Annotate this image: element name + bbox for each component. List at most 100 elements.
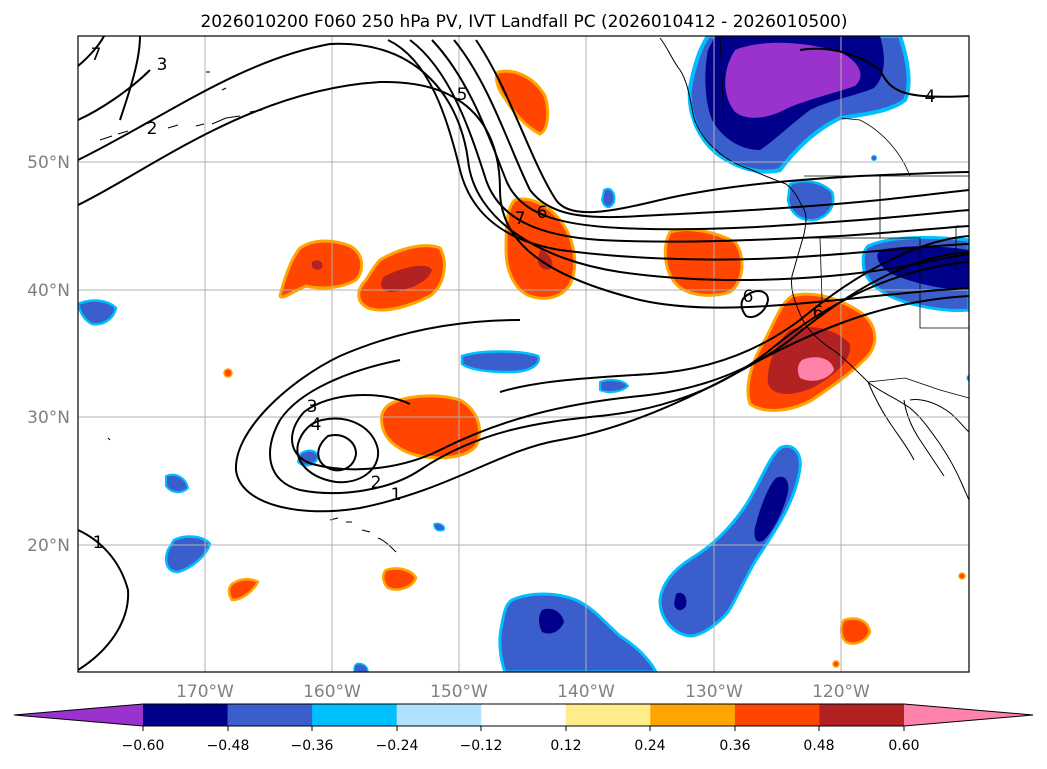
neg-region-small-a [599,378,630,394]
colorbar-segment [565,704,651,726]
lon-label-130: 130°W [685,682,743,702]
colorbar-segment [650,704,736,726]
contour-5 [431,39,969,231]
coast-baja [867,381,945,477]
lat-label-20: 20°N [27,536,70,556]
contour-high-east [799,47,969,98]
neg-region-south-long-core [754,476,789,542]
contour-label: 3 [157,55,168,75]
gridlines [78,36,969,672]
neg-region-tiny-a [353,662,369,672]
colorbar-segments [14,704,1033,726]
contour-label: 7 [515,209,526,229]
contour-small-6 [740,290,770,318]
contour-label: 2 [147,119,158,139]
colorbar-tick-label: 0.60 [888,738,919,754]
negative-anomaly-regions [78,36,969,672]
contour-6 [453,39,969,219]
longitude-labels: 170°W 160°W 150°W 140°W 130°W 120°W [176,682,870,702]
contour-label: 4 [311,415,322,435]
colorbar-tick-label: 0.24 [634,738,665,754]
colorbar-segment [481,704,567,726]
neg-region-coast [786,180,835,222]
colorbar: −0.60 −0.48 −0.36 −0.24 −0.12 0.12 0.24 … [13,703,1034,754]
lat-label-30: 30°N [27,408,70,428]
neg-region-central [460,350,540,374]
coast-mexico [909,399,969,433]
colorbar-tick-label: 0.48 [803,738,834,754]
pv-contours [78,36,969,671]
neg-region-small-c [165,473,190,494]
colorbar-ticks [142,726,905,731]
contour-low-inner2 [317,434,358,472]
border-states [806,176,969,329]
contour-2 [78,42,969,282]
colorbar-extend-low [14,704,143,726]
colorbar-tick-label: −0.12 [460,738,503,754]
neg-region-south-west-core [539,608,564,634]
colorbar-tick-label: −0.48 [207,738,250,754]
neg-dot-a [966,374,969,382]
colorbar-tick-label: 0.36 [719,738,750,754]
contour-label: 6 [743,287,754,307]
colorbar-segment [312,704,398,726]
contour-label: 3 [307,397,318,417]
map-panel: 1 1 2 2 3 3 4 4 5 6 6 6 7 7 [77,35,970,673]
latitude-labels: 50°N 40°N 30°N 20°N [27,153,70,556]
coast-bc [791,205,969,501]
colorbar-tick-label: −0.24 [376,738,419,754]
contour-far-west [78,529,130,671]
border-canada-provinces [839,117,911,177]
colorbar-segment [734,704,820,726]
pos-region-south-a [382,567,418,591]
neg-region-small-b [600,187,616,208]
contour-1 [78,80,969,309]
pos-dot-b [832,660,840,668]
neg-region-small-e [433,522,446,532]
borders [719,36,969,399]
colorbar-segment [819,704,905,726]
colorbar-segment [396,704,482,726]
contour-label: 1 [391,485,402,505]
neg-region-south-west [498,592,658,672]
neg-region-alaska-core [725,42,861,118]
contour-label: 2 [371,473,382,493]
pos-region-west-a-core [311,260,323,270]
lat-label-40: 40°N [27,281,70,301]
lon-label-170: 170°W [176,682,234,702]
pos-region-landfall-max [797,357,834,381]
pos-region-mid [663,228,744,297]
lat-label-50: 50°N [27,153,70,173]
contour-label: 7 [91,45,102,65]
border-us-mexico [867,377,969,399]
coast-alaska [659,37,803,207]
border-alaska-canada [719,36,725,121]
colorbar-tick-label: −0.60 [122,738,165,754]
coast-aleutians [99,109,263,141]
island-hawaii [329,517,397,553]
contour-2-south [268,261,969,495]
contour-3 [119,36,969,261]
pos-region-west-b-core [380,265,432,292]
contour-label: 6 [537,203,548,223]
pos-region-nw [494,69,550,136]
colorbar-tick-label: −0.36 [291,738,334,754]
lon-label-140: 140°W [557,682,615,702]
colorbar-tick-labels: −0.60 −0.48 −0.36 −0.24 −0.12 0.12 0.24 … [122,738,920,754]
contour-3-south [291,251,969,471]
lon-label-150: 150°W [430,682,488,702]
contour-label: 5 [457,85,468,105]
lon-label-160: 160°W [303,682,361,702]
contour-nw-corner [78,36,151,121]
neg-region-far-west [78,299,118,326]
pos-region-south-c [840,617,872,645]
contour-label: 1 [93,533,104,553]
neg-region-south-long-core2 [674,592,687,611]
figure-title: 2026010200 F060 250 hPa PV, IVT Landfall… [200,12,847,32]
colorbar-segment [227,704,313,726]
neg-region-south-long [658,444,802,638]
colorbar-tick-label: 0.12 [550,738,581,754]
map-frame [77,35,970,673]
